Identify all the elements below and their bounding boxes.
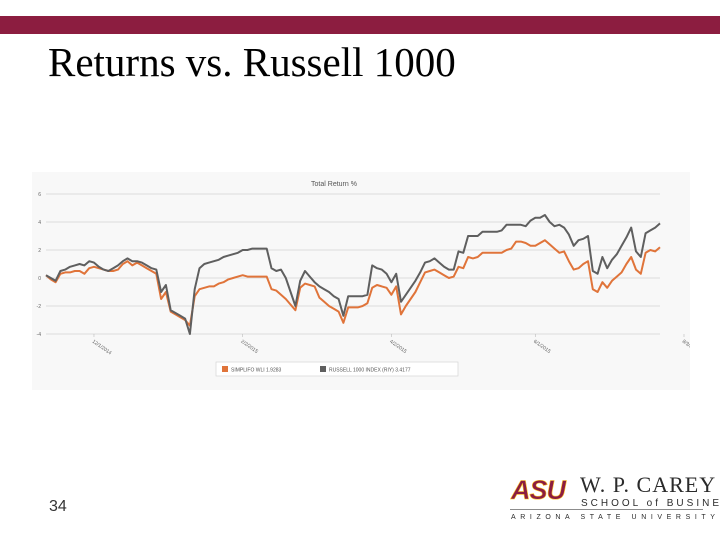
series-line-1 <box>45 239 661 327</box>
y-tick-label: -2 <box>37 304 42 310</box>
series-line-2 <box>45 214 661 335</box>
legend-swatch <box>320 366 326 372</box>
asu-logo-mark: ASU <box>510 475 569 502</box>
logo-school-subtitle: SCHOOL of BUSINESS <box>581 498 720 509</box>
total-return-chart: Total Return % -4 -2 0 2 4 6 12/1/2014 2/2/201… <box>37 181 690 377</box>
x-tick-label: 4/2/2015 <box>388 339 408 355</box>
chart-panel: Total Return % -4 -2 0 2 4 6 12/1/2014 2/2/201… <box>32 172 690 390</box>
y-tick-label: 4 <box>38 220 41 226</box>
y-tick-label: 0 <box>38 276 41 282</box>
x-tick-label: 12/1/2014 <box>91 339 113 357</box>
y-tick-label: -4 <box>37 332 42 338</box>
logo-university: ARIZONA STATE UNIVERSITY <box>511 514 720 521</box>
legend-box <box>215 361 459 377</box>
y-tick-label: 2 <box>38 248 41 254</box>
legend-swatch <box>222 366 228 372</box>
chart-series <box>45 214 661 335</box>
x-axis-ticks: 12/1/2014 2/2/2015 4/2/2015 6/1/2015 8/3/201… <box>91 334 690 357</box>
svg-text:ASU: ASU <box>510 475 568 502</box>
chart-title: Total Return % <box>311 181 357 188</box>
page-number: 34 <box>49 498 67 515</box>
legend-label: RUSSELL 1000 INDEX (RIY) 3.4177 <box>329 368 411 374</box>
slide-title: Returns vs. Russell 1000 <box>48 39 456 85</box>
x-tick-label: 6/1/2015 <box>532 339 552 355</box>
y-axis-ticks: -4 -2 0 2 4 6 <box>37 192 42 338</box>
legend-label: SIMPLIFO WLI 1.9283 <box>231 368 282 374</box>
chart-gridlines <box>46 193 660 335</box>
logo-school-name: W. P. CAREY <box>580 472 717 497</box>
x-tick-label: 8/3/2015 <box>681 339 690 355</box>
chart-legend: SIMPLIFO WLI 1.9283 RUSSELL 1000 INDEX (R… <box>215 361 459 377</box>
x-tick-label: 2/2/2015 <box>240 339 260 355</box>
logo-divider <box>510 509 703 510</box>
top-accent-bar <box>0 16 720 34</box>
wp-carey-logo: ASU W. P. CAREY SCHOOL of BUSINESS ARIZO… <box>510 472 720 527</box>
y-tick-label: 6 <box>38 192 41 198</box>
